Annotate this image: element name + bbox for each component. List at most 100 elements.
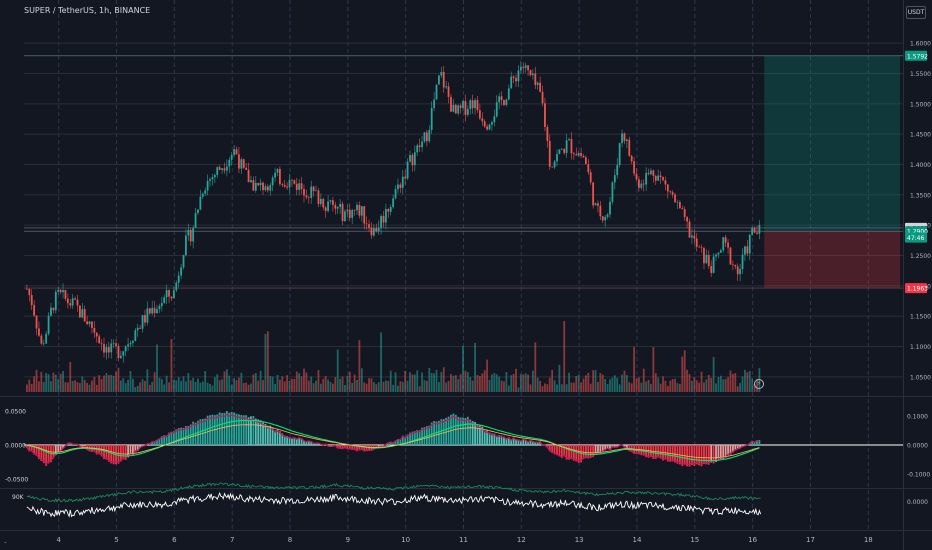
oscillator-pane xyxy=(26,482,762,518)
volume-bar xyxy=(724,379,727,392)
macd-histogram-bar xyxy=(240,415,243,445)
candle-body xyxy=(493,116,496,123)
volume-bar xyxy=(33,376,36,392)
candle-body xyxy=(409,154,411,162)
candle-body xyxy=(315,190,317,192)
macd-histogram-bar xyxy=(394,440,397,445)
candle-body xyxy=(710,266,713,273)
macd-histogram-bar xyxy=(664,445,667,460)
volume-bar xyxy=(91,380,93,392)
volume-bar xyxy=(218,380,221,392)
volume-bar xyxy=(45,372,48,392)
macd-histogram-bar xyxy=(623,445,626,448)
candle-body xyxy=(503,100,505,105)
volume-bar xyxy=(683,350,686,392)
macd-histogram-bar xyxy=(160,436,163,445)
macd-histogram-bar xyxy=(486,430,489,445)
macd-slow-line xyxy=(26,424,760,459)
candle-body xyxy=(534,73,537,86)
candle-body xyxy=(312,186,315,192)
volume-bar xyxy=(40,371,43,392)
volume-bar xyxy=(447,380,450,392)
volume-bar xyxy=(616,377,619,392)
volume-bar xyxy=(269,376,272,392)
candle-body xyxy=(515,77,517,82)
volume-bar xyxy=(650,383,652,392)
volume-bar xyxy=(416,370,419,392)
candle-body xyxy=(209,179,211,181)
gear-icon[interactable]: ⚡ xyxy=(754,379,764,389)
macd-histogram-bar xyxy=(527,441,529,445)
volume-bar xyxy=(353,374,356,392)
macd-histogram-bar xyxy=(132,445,134,456)
candle-body xyxy=(360,206,363,216)
volume-bar xyxy=(363,382,366,392)
macd-histogram-bar xyxy=(266,425,269,445)
volume-bar xyxy=(225,369,228,392)
macd-histogram-bar xyxy=(223,412,226,445)
candle-body xyxy=(341,203,344,222)
macd-histogram-bar xyxy=(519,440,522,445)
candle-body xyxy=(548,140,551,167)
time-tick-label: 14 xyxy=(633,536,642,544)
candle-body xyxy=(129,342,132,345)
timezone-icon[interactable]: ⌁ xyxy=(4,540,8,546)
candle-body xyxy=(168,290,170,297)
candle-body xyxy=(356,204,358,211)
candle-body xyxy=(105,347,108,353)
volume-bar xyxy=(722,379,725,392)
volume-bar xyxy=(399,381,402,392)
volume-bar xyxy=(160,379,163,392)
macd-histogram-bar xyxy=(469,419,472,445)
time-tick-label: 18 xyxy=(864,536,873,544)
candle-body xyxy=(380,216,382,228)
volume-bar xyxy=(291,378,293,392)
pane-separator xyxy=(0,488,932,489)
macd-histogram-bar xyxy=(283,435,286,445)
volume-bar xyxy=(512,373,515,392)
macd-histogram-bar xyxy=(303,440,305,445)
macd-histogram-bar xyxy=(185,426,187,445)
volume-bar xyxy=(505,372,508,392)
macd-histogram-bar xyxy=(211,414,214,445)
candle-body xyxy=(652,170,655,176)
volume-bar xyxy=(250,383,252,392)
macd-histogram-bar xyxy=(609,445,611,451)
macd-histogram-bar xyxy=(310,441,313,445)
macd-histogram-bar xyxy=(695,445,698,465)
volume-bar xyxy=(315,380,317,392)
candle-body xyxy=(748,234,751,254)
candle-body xyxy=(264,186,267,190)
candle-body xyxy=(291,179,293,181)
macd-histogram-bar xyxy=(440,419,443,445)
candle-body xyxy=(707,254,710,267)
candle-body xyxy=(257,182,260,186)
volume-bar xyxy=(486,359,489,392)
long-position-tool[interactable] xyxy=(24,55,903,289)
candle-body xyxy=(358,204,361,216)
volume-bar xyxy=(464,370,467,392)
macd-histogram-bar xyxy=(377,445,380,448)
macd-histogram-bar xyxy=(122,445,125,460)
candle-body xyxy=(575,154,578,156)
currency-button[interactable]: USDT xyxy=(906,6,926,19)
volume-bar xyxy=(151,381,154,392)
macd-histogram-bar xyxy=(585,445,587,459)
volume-bar xyxy=(645,381,648,392)
macd-histogram-bar xyxy=(493,433,496,445)
candle-body xyxy=(585,157,587,165)
macd-histogram-bar xyxy=(739,445,742,449)
volume-bar xyxy=(86,382,89,392)
candle-body xyxy=(719,250,722,253)
macd-histogram-bar xyxy=(221,413,223,445)
volume-bar xyxy=(539,381,542,392)
price-tick-label: 1.1500 xyxy=(910,314,931,321)
macd-histogram-bar xyxy=(474,422,476,445)
volume-bar xyxy=(601,374,604,392)
candle-body xyxy=(423,132,426,142)
volume-bar xyxy=(654,373,657,392)
volume-bar xyxy=(640,382,643,392)
macd-histogram-bar xyxy=(262,422,264,445)
macd-histogram-bar xyxy=(510,439,513,445)
